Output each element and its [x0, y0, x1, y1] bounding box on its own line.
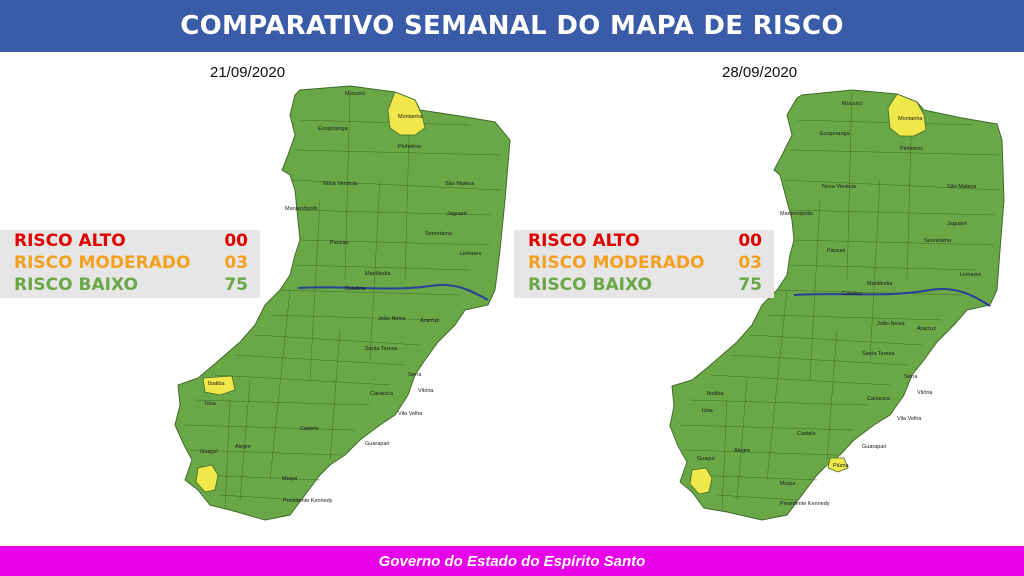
moderate-piuma	[827, 457, 849, 473]
city-label: Muqui	[282, 476, 297, 482]
city-label: João Neiva	[378, 316, 406, 322]
city-label: Alegre	[734, 448, 750, 454]
legend-count: 03	[738, 253, 762, 273]
legend-row-baixo: RISCO BAIXO 75	[514, 274, 774, 296]
city-label: Santa Teresa	[862, 351, 895, 357]
city-label: Vila Velha	[398, 411, 423, 417]
city-label: São Mateus	[445, 181, 475, 187]
city-label: Alegre	[235, 444, 251, 450]
moderate-sao-jose-do-calcado	[195, 464, 219, 493]
legend-label: RISCO BAIXO	[14, 275, 138, 295]
city-label: Cariacica	[867, 396, 891, 402]
legend-count: 75	[738, 275, 762, 295]
municipality-borders	[184, 89, 501, 511]
city-label: Vila Velha	[897, 416, 922, 422]
city-label: Colatina	[842, 291, 863, 297]
legend-row-alto: RISCO ALTO 00	[0, 230, 260, 252]
legend-row-alto: RISCO ALTO 00	[514, 230, 774, 252]
page-title: COMPARATIVO SEMANAL DO MAPA DE RISCO	[0, 0, 1024, 52]
city-label: Ibatiba	[707, 391, 724, 397]
footer-credit: Governo do Estado do Espírito Santo	[0, 546, 1024, 576]
city-label: Cariacica	[370, 391, 394, 397]
city-label: João Neiva	[877, 321, 905, 327]
state-shape	[669, 89, 1005, 521]
city-label: Aracruz	[917, 326, 936, 332]
city-label: Guarapari	[365, 441, 389, 447]
city-label: Guaçuí	[200, 449, 218, 455]
city-label: Guaçuí	[697, 456, 715, 462]
city-label: Marilândia	[867, 281, 893, 287]
city-label: Muqui	[780, 481, 795, 487]
map-date-left: 21/09/2020	[210, 64, 286, 81]
legend-row-baixo: RISCO BAIXO 75	[0, 274, 260, 296]
legend-row-moderado: RISCO MODERADO 03	[0, 252, 260, 274]
city-label: Castelo	[797, 431, 816, 437]
legend-count: 75	[224, 275, 248, 295]
city-label: Guarapari	[862, 444, 886, 450]
city-label: Mantenópolis	[285, 206, 318, 212]
map-date-right: 28/09/2020	[722, 64, 798, 81]
city-label: Iúna	[205, 401, 217, 407]
legend-label: RISCO ALTO	[14, 231, 126, 251]
city-label: Iúna	[702, 408, 714, 414]
city-label: Santa Teresa	[365, 346, 398, 352]
city-label: Piúma	[833, 463, 850, 469]
city-label: Pinheiros	[900, 146, 923, 152]
city-label: Mucurici	[345, 91, 365, 97]
moderate-montanha	[887, 93, 927, 137]
city-label: Pancas	[330, 240, 349, 246]
city-label: Serra	[904, 374, 918, 380]
city-label: Sooretama	[425, 231, 453, 237]
legend-label: RISCO BAIXO	[528, 275, 652, 295]
legend-label: RISCO MODERADO	[14, 253, 191, 273]
risk-legend-left: RISCO ALTO 00 RISCO MODERADO 03 RISCO BA…	[0, 230, 260, 298]
city-label: Linhares	[960, 272, 981, 278]
river-doce	[793, 288, 991, 307]
city-label: Pancas	[827, 248, 846, 254]
risk-map-left: Mucurici Montanha Ecoporanga Pinheiros S…	[174, 85, 511, 521]
risk-legend-right: RISCO ALTO 00 RISCO MODERADO 03 RISCO BA…	[514, 230, 774, 298]
moderate-montanha	[387, 91, 426, 136]
city-label: Ecoporanga	[318, 126, 349, 132]
city-label: Sooretama	[924, 238, 952, 244]
city-label: Mantenópolis	[780, 211, 813, 217]
city-label: Castelo	[300, 426, 319, 432]
moderate-sao-jose-do-calcado	[689, 467, 713, 495]
river-doce	[297, 284, 489, 301]
city-label: Mucurici	[842, 101, 862, 107]
municipality-borders	[679, 91, 1001, 511]
legend-count: 03	[224, 253, 248, 273]
city-label: São Mateus	[947, 184, 977, 190]
city-label: Linhares	[460, 251, 481, 257]
city-label: Pinheiros	[398, 144, 421, 150]
city-label: Aracruz	[420, 318, 439, 324]
city-label: Montanha	[398, 114, 423, 120]
city-label: Ecoporanga	[820, 131, 851, 137]
city-label: Vitória	[917, 390, 933, 396]
legend-count: 00	[224, 231, 248, 251]
city-label: Colatina	[345, 286, 366, 292]
city-label: Nova Venécia	[822, 184, 857, 190]
risk-map-right: Mucurici Montanha Ecoporanga Pinheiros S…	[669, 89, 1005, 521]
city-label: Serra	[408, 372, 422, 378]
legend-count: 00	[738, 231, 762, 251]
moderate-ibatiba	[202, 375, 236, 396]
city-label: Marilândia	[365, 271, 391, 277]
city-label: Presidente Kennedy	[780, 501, 830, 507]
legend-label: RISCO ALTO	[528, 231, 640, 251]
city-label: Nova Venécia	[323, 181, 358, 187]
city-label: Jaguaré	[447, 211, 467, 217]
legend-label: RISCO MODERADO	[528, 253, 705, 273]
legend-row-moderado: RISCO MODERADO 03	[514, 252, 774, 274]
city-label: Ibatiba	[208, 381, 225, 387]
city-label: Vitória	[418, 388, 434, 394]
city-label: Montanha	[898, 116, 923, 122]
city-label: Presidente Kennedy	[283, 498, 333, 504]
city-label: Jaguaré	[947, 221, 967, 227]
